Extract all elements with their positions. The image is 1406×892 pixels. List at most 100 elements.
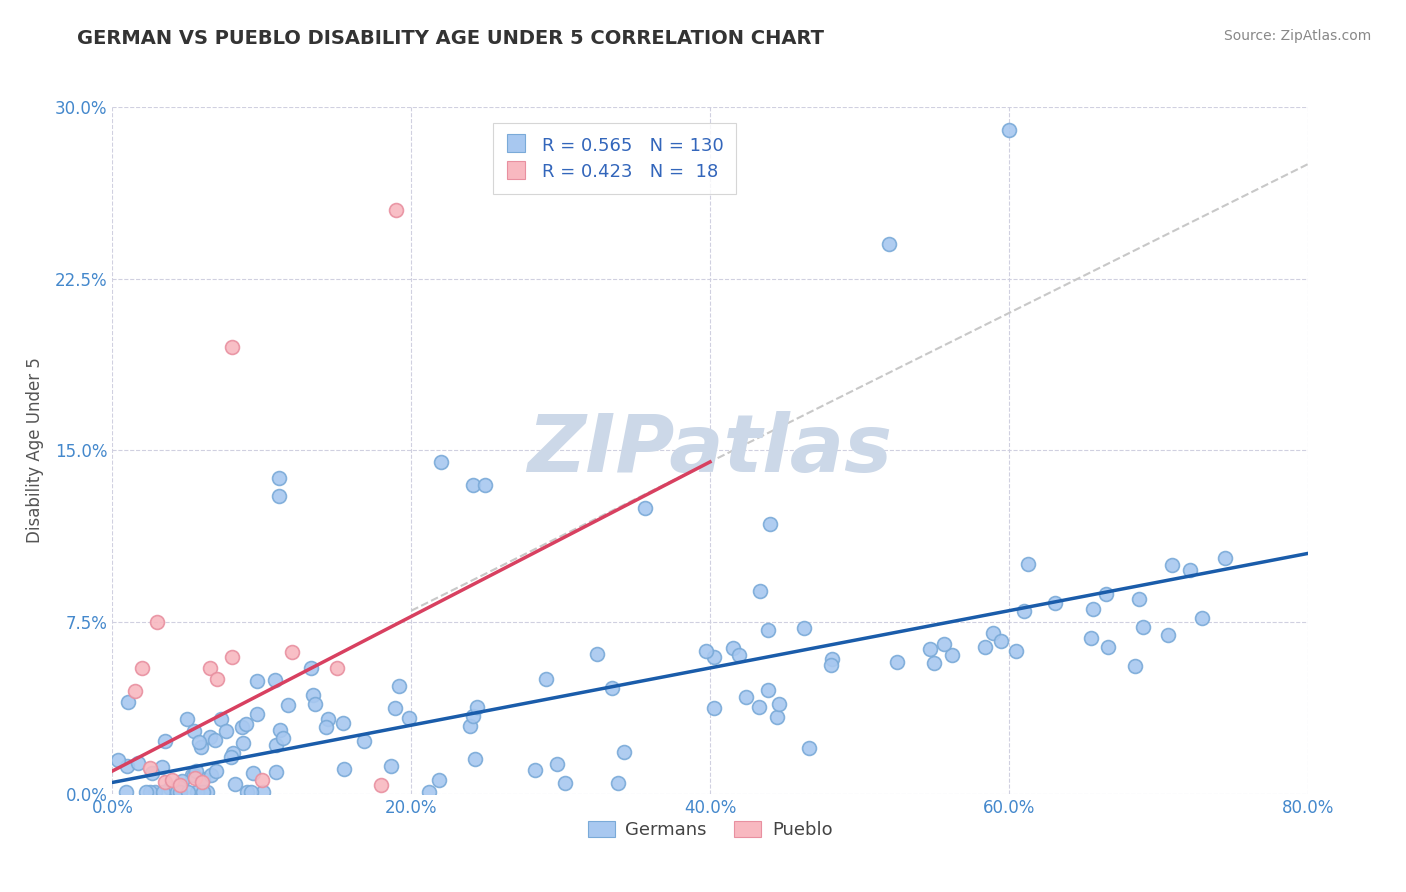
Point bbox=[990, 634, 1012, 648]
Point bbox=[398, 711, 420, 725]
Point bbox=[264, 738, 287, 752]
Point bbox=[222, 747, 245, 761]
Point bbox=[191, 784, 214, 798]
Point bbox=[474, 478, 496, 492]
Point bbox=[461, 478, 484, 492]
Point bbox=[934, 637, 956, 651]
Point bbox=[1161, 558, 1184, 572]
Point bbox=[169, 778, 191, 792]
Point bbox=[384, 701, 406, 715]
Point bbox=[170, 774, 193, 789]
Point bbox=[269, 471, 291, 485]
Point bbox=[143, 784, 166, 798]
Point bbox=[153, 775, 176, 789]
Point bbox=[461, 708, 484, 723]
Point bbox=[224, 776, 246, 790]
Point bbox=[183, 767, 205, 781]
Point bbox=[524, 763, 547, 777]
Point bbox=[554, 775, 576, 789]
Point bbox=[1157, 628, 1180, 642]
Point bbox=[204, 764, 226, 778]
Point bbox=[703, 650, 725, 665]
Point bbox=[922, 656, 945, 670]
Point bbox=[146, 615, 169, 630]
Point bbox=[759, 516, 782, 531]
Point bbox=[1128, 591, 1150, 606]
Point bbox=[215, 723, 238, 738]
Point bbox=[1012, 605, 1035, 619]
Point bbox=[1005, 644, 1028, 658]
Point bbox=[458, 719, 481, 733]
Point bbox=[315, 720, 337, 734]
Point bbox=[180, 768, 202, 782]
Point bbox=[250, 773, 273, 788]
Point bbox=[299, 661, 322, 675]
Point bbox=[153, 734, 176, 748]
Point bbox=[370, 778, 392, 792]
Point bbox=[152, 784, 174, 798]
Point bbox=[333, 762, 356, 776]
Point bbox=[613, 746, 636, 760]
Point bbox=[246, 674, 269, 689]
Point bbox=[169, 784, 191, 798]
Point bbox=[176, 712, 198, 726]
Point bbox=[793, 621, 815, 635]
Point bbox=[325, 661, 347, 675]
Point bbox=[1097, 640, 1119, 654]
Point bbox=[1191, 611, 1213, 625]
Point bbox=[264, 765, 287, 780]
Point bbox=[269, 489, 291, 503]
Point bbox=[756, 682, 779, 697]
Point bbox=[1215, 550, 1237, 565]
Legend: Germans, Pueblo: Germans, Pueblo bbox=[581, 814, 839, 847]
Point bbox=[1123, 658, 1146, 673]
Point bbox=[388, 679, 411, 693]
Point bbox=[187, 735, 209, 749]
Text: GERMAN VS PUEBLO DISABILITY AGE UNDER 5 CORRELATION CHART: GERMAN VS PUEBLO DISABILITY AGE UNDER 5 … bbox=[77, 29, 824, 48]
Point bbox=[198, 731, 221, 745]
Text: ZIPatlas: ZIPatlas bbox=[527, 411, 893, 490]
Point bbox=[768, 697, 790, 711]
Point bbox=[219, 749, 242, 764]
Point bbox=[749, 584, 772, 599]
Point bbox=[427, 773, 450, 788]
Point bbox=[918, 641, 941, 656]
Point bbox=[735, 690, 758, 704]
Point bbox=[139, 784, 162, 798]
Point bbox=[316, 712, 339, 726]
Point bbox=[198, 661, 221, 675]
Point bbox=[1043, 596, 1066, 610]
Point bbox=[879, 237, 901, 252]
Point bbox=[190, 739, 212, 754]
Point bbox=[606, 775, 628, 789]
Point bbox=[998, 123, 1021, 137]
Point bbox=[703, 701, 725, 715]
Point bbox=[465, 700, 488, 714]
Point bbox=[1178, 563, 1201, 577]
Point bbox=[269, 723, 291, 737]
Text: Source: ZipAtlas.com: Source: ZipAtlas.com bbox=[1223, 29, 1371, 44]
Point bbox=[271, 731, 294, 745]
Point bbox=[191, 775, 214, 789]
Point bbox=[176, 784, 198, 798]
Point bbox=[941, 648, 963, 662]
Point bbox=[205, 673, 228, 687]
Point bbox=[191, 784, 214, 798]
Point bbox=[821, 652, 844, 666]
Point bbox=[127, 756, 149, 770]
Point bbox=[332, 716, 354, 731]
Point bbox=[302, 688, 325, 702]
Point bbox=[264, 673, 287, 687]
Point bbox=[131, 661, 153, 675]
Point bbox=[385, 203, 408, 218]
Point bbox=[235, 717, 257, 731]
Point bbox=[252, 784, 274, 798]
Point bbox=[695, 644, 717, 658]
Point bbox=[239, 784, 262, 798]
Point bbox=[429, 455, 451, 469]
Point bbox=[797, 740, 820, 755]
Point bbox=[186, 784, 208, 798]
Point bbox=[756, 624, 779, 638]
Point bbox=[973, 640, 995, 654]
Point bbox=[236, 784, 259, 798]
